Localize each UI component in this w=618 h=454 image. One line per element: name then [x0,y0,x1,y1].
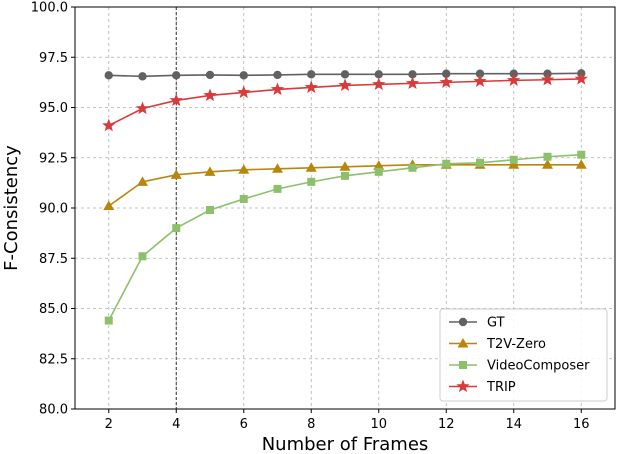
x-tick-label: 6 [240,417,248,432]
data-point [307,177,316,186]
data-point [509,155,518,164]
x-tick-label: 14 [505,417,522,432]
data-point [304,80,318,94]
data-point [239,194,248,203]
y-tick-label: 100.0 [31,1,68,16]
series-trip [102,71,588,132]
legend-label: GT [487,316,505,331]
data-point [574,71,588,85]
data-point [338,78,352,92]
legend-marker [458,317,468,327]
series-line [108,163,582,207]
data-point [270,82,285,96]
data-point [170,169,182,179]
legend-item: VideoComposer [449,359,590,374]
data-point [272,163,283,173]
data-point [340,70,350,79]
data-point [135,101,150,115]
y-tick-label: 90.0 [39,202,68,217]
data-point [374,167,383,176]
series-layer [102,69,588,325]
series-t2v-zero [103,159,587,210]
data-point [203,88,217,102]
y-tick-label: 82.5 [39,352,68,367]
x-tick-label: 4 [172,417,180,432]
legend-label: T2V-Zero [486,337,546,352]
data-point [273,70,282,80]
y-tick-label: 95.0 [39,101,68,116]
legend: GT T2V-Zero VideoComposer TRIP [439,308,608,402]
x-tick-label: 8 [307,417,315,432]
data-point [408,70,417,79]
data-point [542,159,553,169]
data-point [205,70,215,80]
legend-item: T2V-Zero [449,337,546,352]
data-point [372,77,386,91]
data-point [237,85,251,99]
data-point [138,252,147,261]
y-tick-label: 87.5 [39,252,68,267]
data-point [103,200,115,210]
data-point [172,71,181,80]
data-point [307,70,316,79]
data-point [442,69,451,78]
data-point [508,159,520,169]
data-point [476,158,484,167]
data-point [540,72,555,86]
data-point [374,70,383,79]
data-point [575,159,587,169]
data-point [475,69,485,78]
legend-item: TRIP [449,379,516,395]
data-point [408,163,417,172]
x-tick-label: 10 [370,417,387,432]
data-point [507,73,521,87]
y-tick-label: 80.0 [39,403,68,418]
data-point [238,164,250,174]
series-videocomposer [104,150,586,325]
x-tick-label: 2 [105,417,113,432]
data-point [543,152,552,161]
y-axis-title: F-Consistency [1,145,22,271]
series-gt [104,69,586,81]
data-point [104,316,113,325]
y-tick-label: 97.5 [39,51,68,66]
data-point [137,176,148,186]
data-point [439,75,453,89]
data-point [339,161,351,171]
data-point [204,166,216,176]
legend-marker [456,379,470,393]
x-axis-title: Number of Frames [262,434,429,454]
data-point [138,72,147,81]
data-point [577,150,586,159]
data-point [405,76,420,90]
data-point [172,224,181,233]
data-point [341,171,349,180]
y-tick-label: 92.5 [39,151,68,166]
data-point [273,184,282,193]
data-point [239,71,248,80]
legend-label: TRIP [486,380,516,395]
data-point [102,118,116,132]
legend-marker [457,338,469,348]
legend-marker [459,361,467,369]
x-tick-label: 12 [438,417,455,432]
legend-label: VideoComposer [487,359,590,374]
data-point [169,93,183,107]
y-tick-label: 85.0 [39,302,68,317]
data-point [442,159,451,168]
data-point [373,160,385,170]
data-point [206,206,214,215]
legend-item: GT [449,316,505,331]
data-point [104,71,113,80]
data-point [473,74,487,88]
legend-box [439,308,608,402]
axis-ticks: 2 4 6 8 10 12 14 16 80.0 82.5 85.0 87.5 90.0 92.5 95.0… [31,1,590,433]
data-point [305,162,317,172]
x-tick-label: 16 [573,417,590,432]
